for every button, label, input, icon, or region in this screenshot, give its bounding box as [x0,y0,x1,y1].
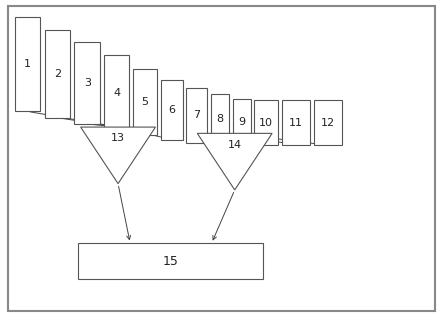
Bar [187,88,207,143]
Bar [161,80,183,140]
Bar [211,94,229,144]
Text: 3: 3 [84,78,91,88]
Text: 9: 9 [238,117,245,127]
Text: 7: 7 [193,110,200,120]
Bar [282,100,310,145]
Text: 2: 2 [54,69,61,79]
Polygon shape [81,127,155,184]
Bar [133,69,157,135]
Bar [105,55,128,130]
Text: 10: 10 [259,118,273,127]
Bar [74,42,100,124]
FancyBboxPatch shape [8,6,435,311]
Bar [233,100,251,145]
Text: 5: 5 [142,97,148,107]
Text: 8: 8 [217,114,224,124]
Bar [254,100,278,145]
Text: 15: 15 [163,255,179,268]
Text: 11: 11 [289,118,303,127]
Polygon shape [197,133,272,190]
Text: 1: 1 [24,59,31,69]
Bar [15,17,40,111]
Text: 6: 6 [169,105,176,115]
Text: 12: 12 [321,118,335,127]
Bar [78,243,263,280]
Bar [45,30,70,118]
Bar [314,100,342,145]
Text: 14: 14 [228,140,242,150]
Text: 13: 13 [111,133,125,143]
Text: 4: 4 [113,87,120,98]
